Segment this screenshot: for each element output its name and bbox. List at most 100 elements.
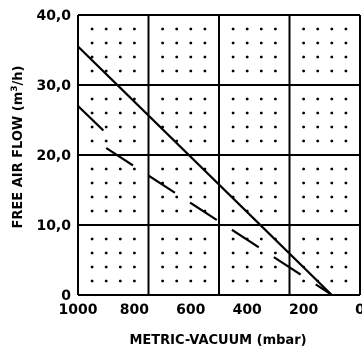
grid-dot	[259, 195, 263, 199]
grid-dot	[344, 111, 348, 115]
grid-dot	[231, 125, 235, 129]
grid-dot	[118, 97, 122, 101]
grid-dot	[118, 55, 122, 59]
grid-dot	[245, 125, 249, 129]
grid-dot	[90, 125, 94, 129]
x-tick-label: 600	[176, 302, 205, 318]
grid-dot	[231, 111, 235, 115]
grid-dot	[344, 209, 348, 213]
grid-dot	[104, 251, 108, 255]
series-line-3	[105, 147, 335, 295]
x-tick-label: 0	[355, 302, 362, 318]
grid-dot	[189, 237, 193, 241]
grid-dot	[104, 27, 108, 31]
grid-dot	[161, 41, 165, 45]
grid-dot	[316, 69, 320, 73]
grid-dot	[203, 139, 207, 143]
x-axis-title: METRIC-VACUUM (mbar)	[129, 333, 306, 348]
grid-dot	[118, 195, 122, 199]
x-tick-label: 200	[289, 302, 318, 318]
grid-dot	[302, 167, 305, 171]
grid-dot	[133, 195, 136, 199]
grid-dot	[259, 139, 263, 143]
series-lines	[78, 45, 335, 295]
grid-dot	[316, 139, 320, 143]
grid-dot	[133, 27, 136, 31]
grid-dot	[344, 195, 348, 199]
x-tick-label: 800	[120, 302, 149, 318]
grid-dot	[259, 209, 263, 213]
y-axis-title-end: /h)	[11, 66, 26, 86]
grid-dot	[330, 237, 334, 241]
grid-dot	[302, 125, 305, 129]
grid-dot	[118, 139, 122, 143]
grid-dot	[161, 69, 165, 73]
grid-dot	[133, 111, 136, 115]
grid-dot	[203, 195, 207, 199]
grid-dot	[189, 97, 193, 101]
grid-dot	[133, 125, 136, 129]
grid-dot	[231, 279, 235, 283]
grid-dot	[302, 195, 305, 199]
grid-dot	[133, 55, 136, 59]
grid-dot	[316, 209, 320, 213]
y-tick-label: 0	[61, 288, 71, 304]
grid-dot	[203, 251, 207, 255]
grid-dot	[104, 55, 108, 59]
grid-dot	[330, 139, 334, 143]
grid-dot	[245, 55, 249, 59]
x-tick-label: 400	[233, 302, 262, 318]
grid-dot	[90, 209, 94, 213]
grid-dot	[330, 97, 334, 101]
grid-dot	[302, 27, 305, 31]
grid-dot	[161, 97, 165, 101]
grid-dot	[245, 251, 249, 255]
grid-dot	[189, 41, 193, 45]
grid-dot	[175, 265, 179, 269]
grid-dot	[203, 237, 207, 241]
grid-dot	[189, 251, 193, 255]
grid-dot	[259, 69, 263, 73]
grid-dot	[90, 27, 94, 31]
grid-dot	[104, 111, 108, 115]
grid-dot	[344, 125, 348, 129]
grid-dot	[203, 279, 207, 283]
grid-dot	[175, 195, 179, 199]
grid-dot	[245, 41, 249, 45]
grid-dot	[203, 265, 207, 269]
grid-dot	[316, 111, 320, 115]
grid-dot	[90, 237, 94, 241]
grid-dot	[259, 125, 263, 129]
grid-dot	[344, 69, 348, 73]
grid-dot	[344, 181, 348, 185]
grid-dot	[104, 195, 108, 199]
grid-dot	[104, 209, 108, 213]
y-tick-label: 10,0	[36, 218, 71, 234]
grid-dot	[302, 237, 305, 241]
grid-dot	[175, 209, 179, 213]
grid-dot	[344, 55, 348, 59]
grid-dot	[90, 97, 94, 101]
grid-dot	[259, 55, 263, 59]
grid-dot	[90, 55, 94, 59]
grid-dot	[118, 181, 122, 185]
grid-dot	[245, 195, 249, 199]
grid-dot	[316, 97, 320, 101]
x-tick-label: 1000	[59, 302, 98, 318]
grid-dot	[118, 69, 122, 73]
grid-dot	[259, 237, 263, 241]
grid-dot	[344, 265, 348, 269]
grid-dot	[133, 251, 136, 255]
grid-dot	[274, 279, 277, 283]
grid-dot	[344, 139, 348, 143]
grid-dot	[302, 181, 305, 185]
grid-dot	[245, 139, 249, 143]
grid-dot	[274, 139, 277, 143]
grid-dot	[231, 41, 235, 45]
grid-dot	[104, 265, 108, 269]
grid-dot	[90, 111, 94, 115]
grid-dot	[330, 279, 334, 283]
grid-dot	[203, 111, 207, 115]
grid-dot	[104, 139, 108, 143]
grid-dot	[302, 111, 305, 115]
